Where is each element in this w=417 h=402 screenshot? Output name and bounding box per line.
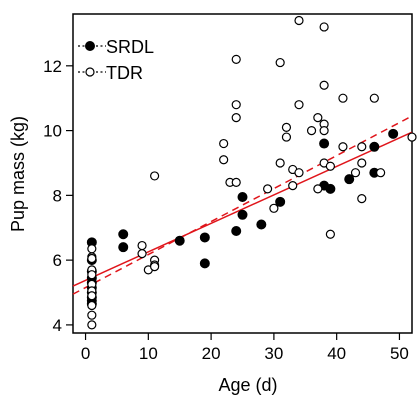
data-point-srdl [319, 138, 330, 149]
data-point-tdr [294, 168, 304, 178]
fit-lines [72, 115, 413, 295]
data-point-tdr [231, 177, 241, 188]
data-point-tdr [294, 100, 304, 110]
data-point-tdr [87, 300, 97, 311]
x-tick-label: 40 [327, 344, 346, 363]
x-tick-label: 20 [202, 344, 221, 363]
y-tick-label: 8 [53, 186, 62, 205]
data-point-tdr [87, 244, 97, 254]
data-point-tdr [87, 310, 97, 320]
data-point-srdl [344, 174, 355, 185]
data-point-tdr [275, 158, 285, 168]
x-tick-label: 0 [81, 344, 90, 363]
data-point-srdl [275, 196, 286, 207]
data-point-srdl [256, 219, 267, 230]
data-point-tdr [231, 54, 241, 64]
x-tick-label: 30 [264, 344, 283, 363]
data-point-srdl [388, 128, 399, 139]
y-tick-label: 4 [53, 316, 62, 335]
data-point-tdr [288, 181, 298, 191]
legend-label-srdl: SRDL [106, 37, 154, 57]
data-point-tdr [313, 113, 323, 123]
data-point-tdr [231, 113, 241, 123]
legend-item-srdl: SRDL [78, 37, 154, 57]
data-point-tdr [313, 184, 323, 194]
data-point-srdl [174, 235, 185, 246]
data-point-tdr [87, 291, 97, 301]
data-point-tdr [281, 132, 292, 142]
data-point-tdr [137, 240, 147, 251]
data-point-tdr [87, 253, 97, 264]
data-point-tdr [137, 249, 147, 259]
data-point-tdr [357, 142, 367, 152]
x-tick-label: 50 [390, 344, 409, 363]
data-point-tdr [150, 171, 160, 181]
data-point-tdr [87, 270, 97, 280]
data-point-srdl [118, 242, 129, 253]
data-point-tdr [350, 168, 361, 178]
data-point-srdl [369, 141, 380, 152]
legend-marker-srdl [85, 41, 95, 51]
x-axis-label: Age (d) [218, 375, 277, 395]
y-tick-label: 10 [43, 122, 62, 141]
data-point-tdr [338, 142, 348, 152]
legend-marker-tdr [85, 67, 95, 77]
data-point-tdr [357, 193, 367, 204]
data-point-srdl [199, 258, 210, 269]
plot-frame [72, 13, 413, 334]
data-point-tdr [87, 320, 97, 330]
legend-label-tdr: TDR [106, 63, 143, 83]
x-tick-label: 10 [139, 344, 158, 363]
data-point-srdl [199, 232, 210, 243]
fit-line-tdr [72, 115, 413, 295]
data-point-tdr [319, 80, 329, 90]
data-point-tdr [376, 168, 386, 178]
data-point-tdr [325, 229, 335, 239]
data-point-srdl [231, 225, 242, 236]
y-axis: 4 6 8 10 12 [43, 57, 73, 335]
data-point-tdr [281, 122, 292, 132]
data-point-srdl [237, 209, 248, 220]
data-point-tdr [369, 93, 379, 103]
data-point-srdl [118, 229, 129, 240]
data-point-tdr [338, 93, 348, 103]
legend: SRDL TDR [78, 37, 154, 83]
data-point-tdr [319, 22, 329, 32]
data-point-tdr [219, 155, 229, 165]
data-point-tdr [275, 57, 285, 68]
data-point-tdr [219, 138, 229, 149]
y-axis-label: Pup mass (kg) [8, 116, 28, 232]
data-point-tdr [407, 132, 417, 142]
y-tick-label: 6 [53, 251, 62, 270]
data-point-tdr [231, 100, 241, 110]
data-point-tdr [306, 125, 317, 136]
x-axis: 0 10 20 30 40 50 [81, 333, 409, 363]
data-points [86, 15, 417, 330]
data-point-tdr [294, 15, 304, 26]
y-tick-label: 12 [43, 57, 62, 76]
legend-item-tdr: TDR [78, 63, 143, 83]
data-point-tdr [263, 184, 273, 194]
data-point-tdr [150, 262, 160, 272]
data-point-tdr [319, 125, 329, 136]
data-point-srdl [325, 183, 336, 194]
data-point-tdr [357, 158, 367, 168]
data-point-srdl [237, 191, 248, 202]
data-point-tdr [325, 161, 335, 171]
data-point-tdr [269, 203, 279, 213]
fit-line-srdl [72, 131, 413, 287]
